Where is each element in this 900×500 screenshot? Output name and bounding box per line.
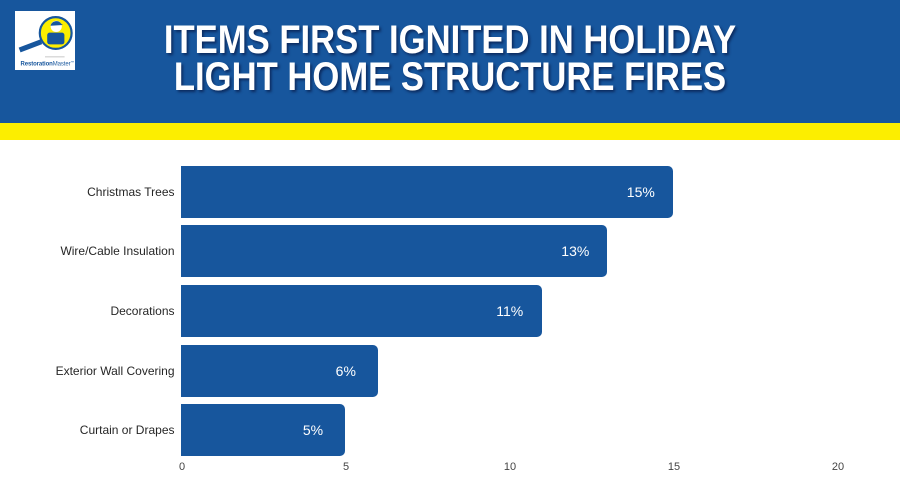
svg-text:RestorationMaster™: RestorationMaster™	[21, 61, 75, 68]
